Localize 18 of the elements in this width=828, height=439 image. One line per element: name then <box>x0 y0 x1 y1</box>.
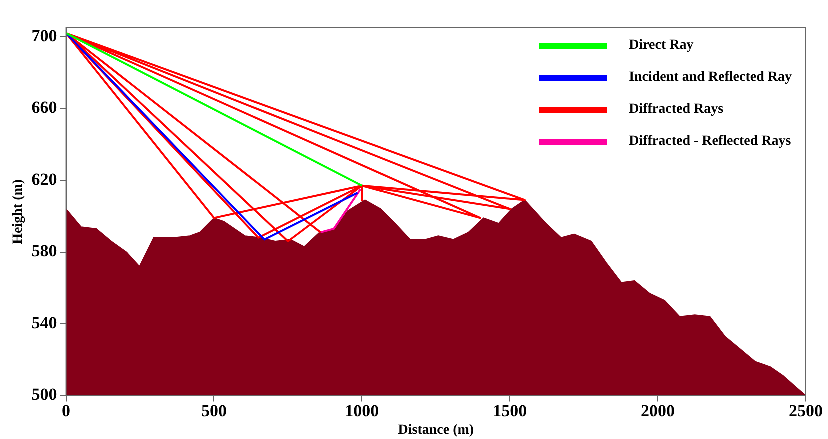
legend-label: Diffracted - Reflected Rays <box>629 134 792 150</box>
y-tick-label: 500 <box>32 385 58 404</box>
legend-label: Incident and Reflected Ray <box>629 70 792 86</box>
x-axis-title: Distance (m) <box>398 423 474 438</box>
y-axis-title: Height (m) <box>11 179 26 244</box>
y-tick-label: 540 <box>32 313 58 332</box>
legend-label: Direct Ray <box>629 38 694 54</box>
legend-label: Diffracted Rays <box>629 102 724 118</box>
x-tick-label: 500 <box>201 401 227 420</box>
y-tick-label: 700 <box>32 26 58 46</box>
x-tick-label: 0 <box>62 401 71 420</box>
y-tick-label: 660 <box>32 98 58 118</box>
y-tick-label: 580 <box>32 242 58 261</box>
x-tick-label: 1500 <box>493 401 528 420</box>
y-tick-label: 620 <box>32 170 58 189</box>
x-tick-label: 2500 <box>789 401 823 420</box>
x-tick-label: 2000 <box>641 401 676 420</box>
x-tick-label: 1000 <box>345 401 380 420</box>
